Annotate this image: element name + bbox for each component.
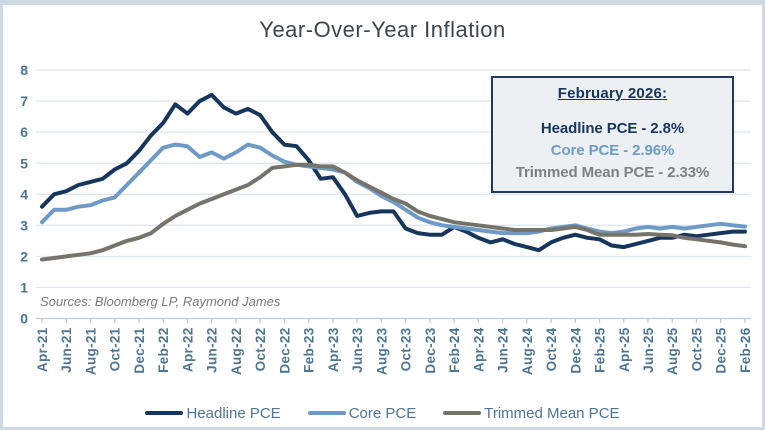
x-axis-tick-label: Apr-22	[180, 328, 195, 373]
y-axis-tick-label: 1	[20, 279, 28, 295]
x-axis-tick-label: Apr-25	[617, 327, 632, 372]
x-axis-tick-label: Jun-22	[205, 328, 220, 373]
y-axis-tick-label: 3	[20, 217, 28, 233]
source-note: Sources: Bloomberg LP, Raymond James	[40, 294, 281, 309]
x-axis-tick-label: Aug-22	[229, 328, 244, 376]
x-axis-tick-label: Oct-23	[399, 327, 414, 371]
x-axis-tick-label: Feb-25	[593, 327, 608, 373]
x-axis-tick-label: Dec-25	[714, 327, 729, 373]
headline-pce-line	[40, 92, 747, 253]
annotation-lines: Headline PCE - 2.8% Core PCE - 2.96% Trimm…	[493, 118, 732, 184]
annotation-value-line: Headline PCE - 2.8%	[540, 120, 685, 137]
x-axis-tick-label: Oct-21	[108, 327, 123, 371]
core-pce-legend-label: Core PCE	[348, 404, 417, 422]
x-axis-tick-label: Aug-23	[374, 327, 389, 375]
y-axis-tick-label: 4	[20, 186, 28, 202]
y-axis-tick-label: 7	[20, 93, 28, 109]
x-axis-tick-label: Feb-22	[156, 328, 171, 373]
chart-legend: Headline PCE Core PCE Trimmed Mean PCE	[3, 400, 762, 426]
x-axis-tick-label: Jun-21	[59, 327, 74, 373]
inflation-line-chart: 0 1 2 3 4 5 6 7 8 Apr-21 Jun-21 Aug-21 Oct-21 Dec-21 F…	[20, 62, 753, 376]
x-axis-tick-label: Dec-23	[423, 327, 438, 373]
x-axis-tick-label: Feb-24	[447, 327, 462, 373]
legend-item-trimmed-mean-pce: Trimmed Mean PCE	[443, 404, 620, 422]
x-axis-tick-label: Apr-24	[471, 327, 486, 372]
x-axis-tick-label: Oct-22	[253, 328, 268, 372]
x-axis-tick-label: Aug-24	[520, 327, 535, 375]
x-axis-tick-label: Oct-25	[689, 327, 704, 371]
x-axis-tick-label: Jun-24	[496, 327, 511, 373]
trimmed-mean-pce-line	[40, 162, 747, 262]
y-axis-tick-label: 8	[20, 62, 28, 78]
annotation-value-line: Trimmed Mean PCE - 2.33%	[515, 164, 710, 181]
x-axis-tick-label: Aug-21	[83, 327, 98, 375]
legend-item-headline-pce: Headline PCE	[145, 404, 281, 422]
x-axis-tick-label: Dec-22	[277, 328, 292, 374]
annotation-heading: February 2026:	[557, 85, 668, 102]
core-pce-line	[40, 142, 747, 236]
annotation-value-line: Core PCE - 2.96%	[550, 142, 675, 159]
x-axis-tick-label: Feb-23	[302, 327, 317, 373]
forecast-annotation-box: February 2026: Headline PCE - 2.8% Core P…	[491, 76, 734, 193]
y-axis-tick-label: 6	[20, 124, 28, 140]
legend-item-core-pce: Core PCE	[307, 404, 417, 422]
headline-pce-legend-swatch	[145, 410, 184, 416]
y-axis-tick-label: 5	[20, 155, 28, 171]
x-axis-tick-label: Aug-25	[665, 327, 680, 375]
y-axis-tick-label: 0	[20, 311, 28, 327]
x-axis-tick-label: Jun-23	[350, 327, 365, 373]
x-axis-tick-label: Dec-24	[568, 327, 583, 373]
x-axis-tick-label: Feb-26	[738, 327, 753, 373]
x-axis-tick-label: Jun-25	[641, 327, 656, 373]
trimmed-mean-pce-legend-label: Trimmed Mean PCE	[484, 404, 620, 422]
y-axis-tick-label: 2	[20, 248, 28, 264]
x-axis-tick-label: Dec-21	[132, 327, 147, 373]
x-axis-tick-label: Apr-21	[35, 327, 50, 372]
headline-pce-legend-label: Headline PCE	[186, 404, 281, 422]
trimmed-mean-pce-legend-swatch	[443, 410, 482, 416]
core-pce-legend-swatch	[307, 410, 346, 416]
x-axis-tick-label: Oct-24	[544, 327, 559, 371]
x-axis-tick-label: Apr-23	[326, 327, 341, 372]
chart-title: Year-Over-Year Inflation	[259, 17, 506, 42]
